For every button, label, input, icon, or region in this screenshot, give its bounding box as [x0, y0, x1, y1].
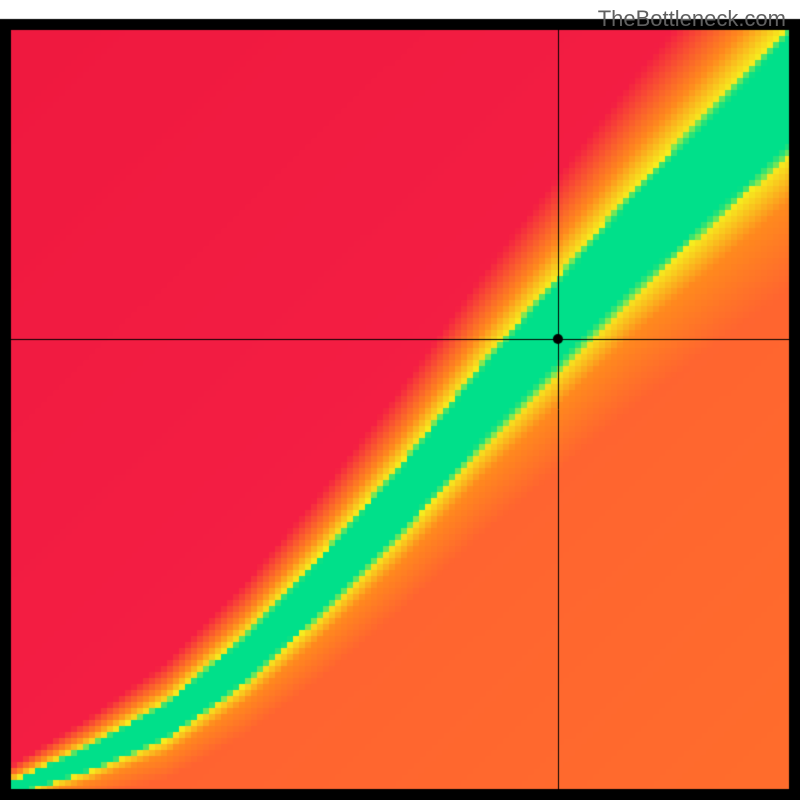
bottleneck-heatmap-container: TheBottleneck.com — [0, 0, 800, 800]
watermark-text: TheBottleneck.com — [598, 6, 786, 32]
bottleneck-heatmap-canvas — [0, 0, 800, 800]
